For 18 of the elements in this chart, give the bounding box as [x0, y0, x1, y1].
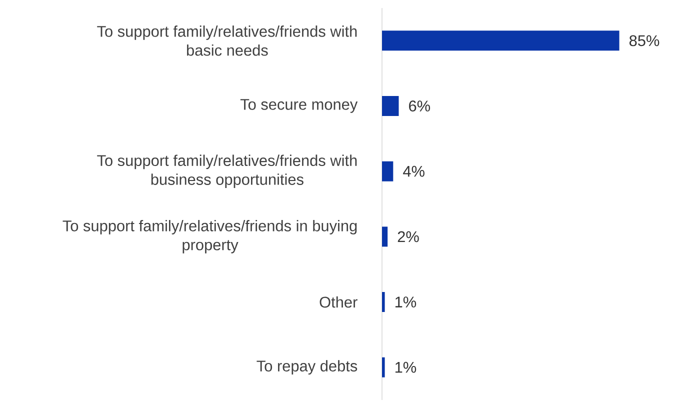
bar [382, 226, 388, 247]
data-label: 6% [409, 100, 430, 112]
bar [382, 30, 620, 51]
bar [382, 292, 385, 312]
data-label: 2% [398, 231, 419, 242]
data-label: 85% [629, 35, 660, 46]
data-label: 1% [395, 362, 416, 373]
y-tick-label: To repay debts [256, 360, 358, 375]
data-label: 4% [403, 166, 424, 177]
y-tick-label: To support family/relatives/friends in buying property [62, 220, 357, 254]
bar [382, 357, 385, 378]
bar [382, 161, 394, 182]
data-label: 1% [395, 296, 416, 308]
bar [382, 96, 399, 116]
y-tick-label: Other [320, 296, 358, 308]
y-tick-label: To support family/relatives/friends with basic needs [97, 26, 357, 56]
y-tick-label: To support family/relatives/friends with business opportunities [97, 154, 357, 188]
y-tick-label: To secure money [240, 99, 358, 113]
